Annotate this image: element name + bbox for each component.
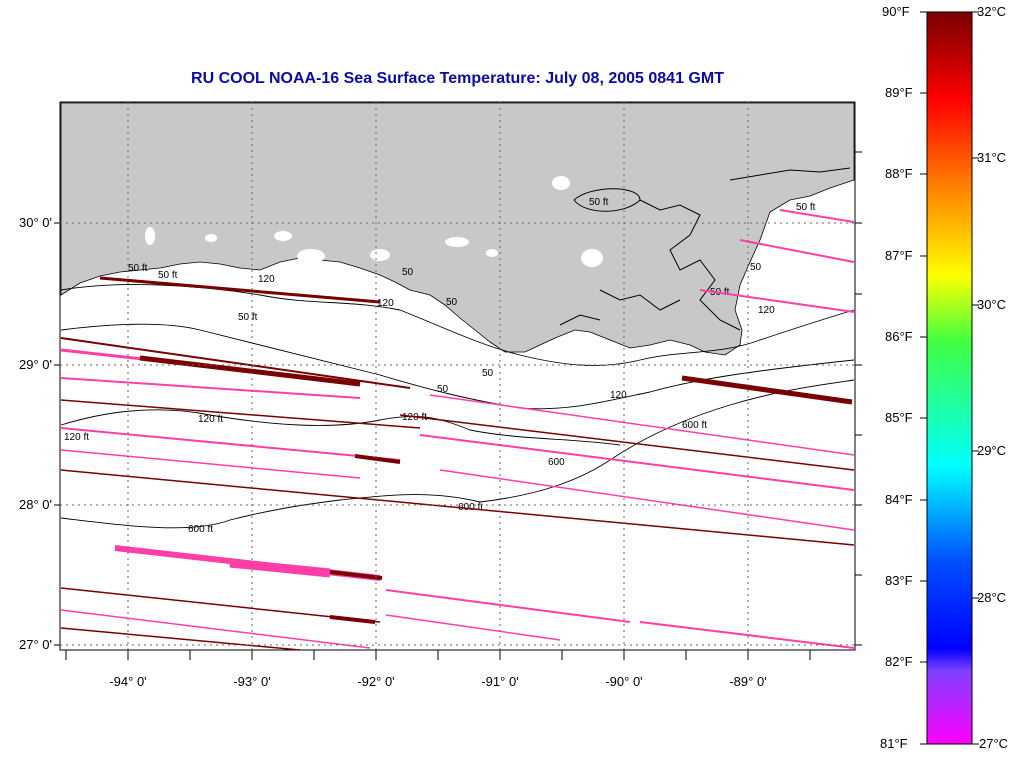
sst-swath xyxy=(699,289,855,313)
colorbar-f-label: 84°F xyxy=(885,492,913,507)
colorbar-ticks xyxy=(920,11,979,745)
lon-tick-label: -89° 0' xyxy=(729,674,766,689)
map-panel: 50 ft 50 ft 120 120 50 ft 50 50 50 ft 50… xyxy=(19,101,862,689)
sst-swath xyxy=(60,469,855,546)
sst-swath xyxy=(419,434,855,491)
sst-swath xyxy=(229,558,331,578)
tick-marks xyxy=(54,151,862,660)
sst-swath xyxy=(639,621,855,649)
contour-label: 600 xyxy=(548,457,565,468)
temperature-colorbar xyxy=(920,11,979,745)
contour-120ft xyxy=(60,323,855,410)
lon-tick-label: -92° 0' xyxy=(357,674,394,689)
contour-label: 50 ft xyxy=(128,263,148,274)
lat-axis-labels: 30° 0' 29° 0' 28° 0' 27° 0' xyxy=(19,215,52,652)
contour-label: 120 ft xyxy=(198,414,223,425)
colorbar-c-label: 28°C xyxy=(977,590,1007,605)
lon-tick-label: -91° 0' xyxy=(481,674,518,689)
lat-tick-label: 29° 0' xyxy=(19,357,52,372)
sst-swath xyxy=(739,239,855,263)
bathymetry-contours xyxy=(60,284,855,529)
sst-swath xyxy=(60,609,371,649)
contour-label: 50 xyxy=(437,384,449,395)
contour-label: 600 ft xyxy=(682,420,707,431)
colorbar-c-label: 27°C xyxy=(979,736,1009,751)
colorbar-gradient xyxy=(926,11,973,745)
sst-swath xyxy=(60,399,421,429)
contour-label: 50 xyxy=(446,297,458,308)
colorbar-c-label: 29°C xyxy=(977,443,1007,458)
sst-swath xyxy=(354,454,401,464)
lakes xyxy=(145,176,603,267)
sst-swath xyxy=(139,355,361,387)
sst-swath xyxy=(329,615,376,624)
colorbar-f-label: 88°F xyxy=(885,166,913,181)
land-mass xyxy=(60,102,855,356)
colorbar-f-label: 83°F xyxy=(885,573,913,588)
lat-tick-label: 28° 0' xyxy=(19,497,52,512)
contour-label: 50 ft xyxy=(158,270,178,281)
colorbar-f-label: 87°F xyxy=(885,248,913,263)
contour-label: 120 xyxy=(610,390,627,401)
colorbar-c-label: 30°C xyxy=(977,297,1007,312)
colorbar-f-label: 90°F xyxy=(882,4,910,19)
contour-label: 120 xyxy=(258,274,275,285)
marsh-coastline xyxy=(559,167,851,331)
lake xyxy=(145,227,155,245)
sst-swath xyxy=(60,337,411,389)
sst-swath xyxy=(99,276,381,304)
lake xyxy=(297,249,325,263)
contour-label: 120 ft xyxy=(64,432,89,443)
lon-tick-label: -93° 0' xyxy=(233,674,270,689)
contour-label: 120 xyxy=(377,298,394,309)
contour-label: 50 xyxy=(482,368,494,379)
sst-swath xyxy=(385,614,561,641)
lake xyxy=(581,249,603,267)
lon-tick-label: -90° 0' xyxy=(605,674,642,689)
lat-tick-label: 30° 0' xyxy=(19,215,52,230)
colorbar-f-label: 86°F xyxy=(885,329,913,344)
sst-swath xyxy=(439,469,855,531)
contour-label: 600 ft xyxy=(458,502,483,513)
sst-swath xyxy=(60,377,361,399)
sst-swath xyxy=(329,570,383,580)
lake xyxy=(274,231,292,241)
sst-swath xyxy=(429,394,855,456)
contour-label: 600 ft xyxy=(188,524,213,535)
contour-label: 50 ft xyxy=(589,197,609,208)
contour-120ft-b xyxy=(60,409,621,446)
colorbar-c-label: 31°C xyxy=(977,150,1007,165)
lon-tick-label: -94° 0' xyxy=(109,674,146,689)
contour-label: 120 xyxy=(758,305,775,316)
colorbar-f-label: 82°F xyxy=(885,654,913,669)
sst-swath xyxy=(399,414,855,471)
lake xyxy=(552,176,570,190)
sst-swath xyxy=(779,209,855,223)
lake xyxy=(445,237,469,247)
contour-label: 50 xyxy=(402,267,414,278)
sst-swath xyxy=(60,627,301,651)
contour-600ft xyxy=(60,379,855,529)
lon-axis-labels: -94° 0' -93° 0' -92° 0' -91° 0' -90° 0' … xyxy=(109,674,766,689)
sst-swath xyxy=(60,587,381,623)
contour-label: 50 ft xyxy=(238,312,258,323)
colorbar-c-label: 32°C xyxy=(977,4,1007,19)
colorbar-f-label: 85°F xyxy=(885,410,913,425)
sst-swaths xyxy=(60,209,855,651)
lake xyxy=(370,249,390,261)
sst-swath xyxy=(60,427,401,461)
graticule xyxy=(60,102,855,650)
sst-swath xyxy=(681,375,853,405)
sst-swath xyxy=(385,589,631,623)
colorbar-f-label: 89°F xyxy=(885,85,913,100)
contour-label: 50 xyxy=(750,262,762,273)
colorbar-f-label: 81°F xyxy=(880,736,908,751)
lat-tick-label: 27° 0' xyxy=(19,637,52,652)
contour-label: 50 ft xyxy=(796,202,816,213)
lake xyxy=(486,249,498,257)
map-title: RU COOL NOAA-16 Sea Surface Temperature:… xyxy=(191,70,724,87)
lake xyxy=(205,234,217,242)
sst-swath xyxy=(60,449,361,479)
